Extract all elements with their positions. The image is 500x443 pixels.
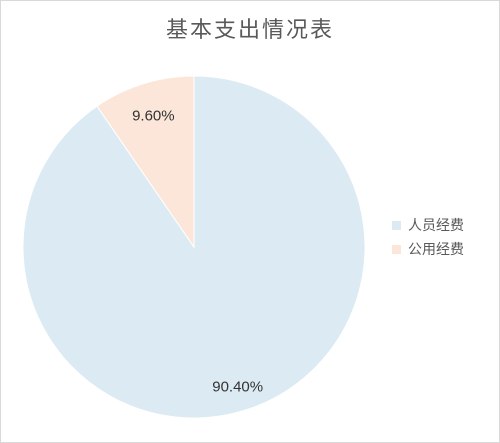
data-label-public: 9.60%: [132, 107, 175, 124]
legend-swatch-personnel: [392, 220, 401, 230]
legend-swatch-public: [392, 244, 401, 254]
legend-label-personnel: 人员经费: [408, 218, 464, 234]
chart-title: 基本支出情况表: [165, 18, 334, 43]
data-label-personnel: 90.40%: [212, 378, 263, 395]
legend-label-public: 公用经费: [408, 242, 464, 258]
legend: 人员经费 公用经费: [392, 213, 464, 261]
pie-slice-public: [96, 75, 195, 249]
legend-item-public: 公用经费: [392, 237, 464, 261]
legend-item-personnel: 人员经费: [392, 213, 464, 237]
